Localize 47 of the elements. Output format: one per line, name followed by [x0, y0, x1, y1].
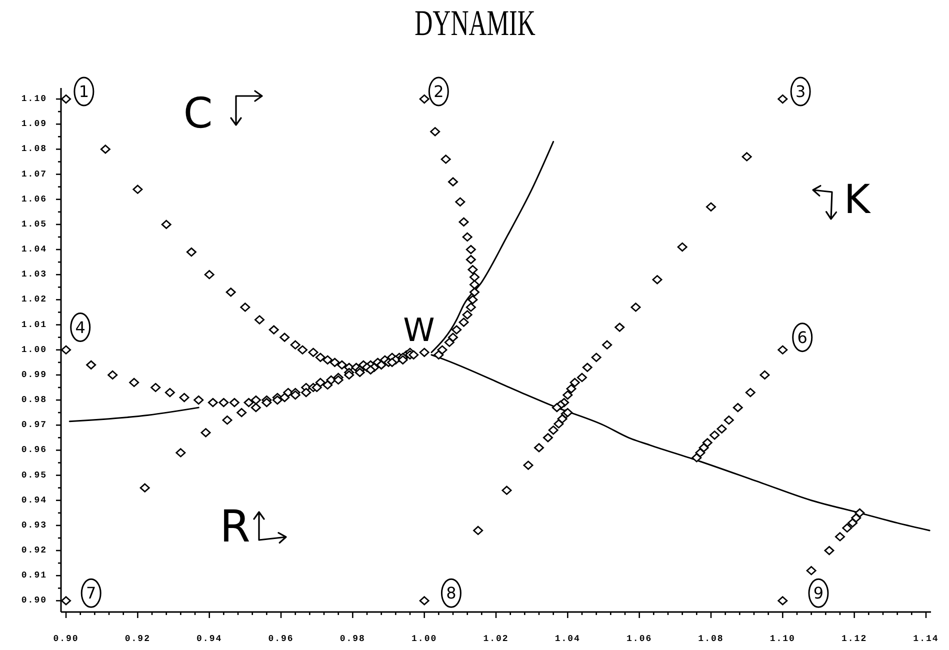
- y-tick-label: 1.02: [21, 294, 47, 305]
- x-tick-label: 0.92: [124, 634, 150, 644]
- annotation: 3: [795, 82, 806, 102]
- y-tick-label: 1.00: [21, 344, 47, 355]
- annotation: 6: [797, 328, 808, 347]
- y-tick-label: 1.09: [21, 119, 47, 130]
- x-tick-label: 1.12: [842, 634, 868, 644]
- x-tick-label: 0.98: [340, 634, 366, 644]
- annotation: 1: [78, 82, 90, 102]
- annotation: 9: [813, 584, 824, 603]
- y-tick-label: 1.06: [21, 194, 47, 204]
- annotation: W: [403, 311, 435, 349]
- y-tick-label: 1.08: [21, 144, 47, 154]
- y-tick-label: 1.07: [21, 169, 47, 180]
- y-tick-label: 0.95: [21, 470, 47, 480]
- x-tick-label: 0.96: [268, 634, 294, 644]
- annotation: K: [844, 177, 872, 223]
- x-tick-label: 0.94: [196, 634, 222, 644]
- x-tick-label: 1.04: [554, 634, 580, 644]
- x-tick-label: 1.00: [412, 634, 438, 644]
- annotation: R: [220, 502, 250, 552]
- y-tick-label: 0.92: [21, 546, 47, 556]
- annotation: 2: [434, 82, 444, 102]
- x-tick-label: 0.90: [53, 634, 79, 644]
- y-tick-label: 1.05: [21, 219, 47, 230]
- x-tick-label: 1.08: [698, 634, 724, 644]
- y-tick-label: 0.98: [21, 395, 47, 406]
- annotation: C: [183, 88, 213, 138]
- y-tick-label: 0.93: [21, 520, 47, 530]
- y-tick-label: 0.99: [21, 370, 47, 380]
- annotation: 7: [86, 584, 96, 603]
- y-tick-label: 1.10: [21, 94, 47, 104]
- y-tick-label: 1.03: [21, 270, 47, 280]
- annotation: 4: [75, 318, 86, 337]
- x-tick-label: 1.14: [913, 634, 939, 644]
- x-tick-label: 1.06: [626, 634, 652, 644]
- y-tick-label: 0.90: [21, 596, 47, 606]
- y-tick-label: 0.97: [21, 420, 47, 430]
- y-tick-label: 0.91: [21, 570, 47, 581]
- y-tick-label: 1.04: [21, 244, 47, 255]
- y-tick-label: 1.01: [21, 320, 47, 330]
- x-tick-label: 1.10: [770, 634, 796, 644]
- y-tick-label: 0.94: [21, 495, 47, 506]
- y-tick-label: 0.96: [21, 445, 47, 456]
- x-tick-label: 1.02: [483, 634, 509, 644]
- chart-title: DYNAMIK: [414, 2, 536, 44]
- annotation: 8: [446, 584, 456, 603]
